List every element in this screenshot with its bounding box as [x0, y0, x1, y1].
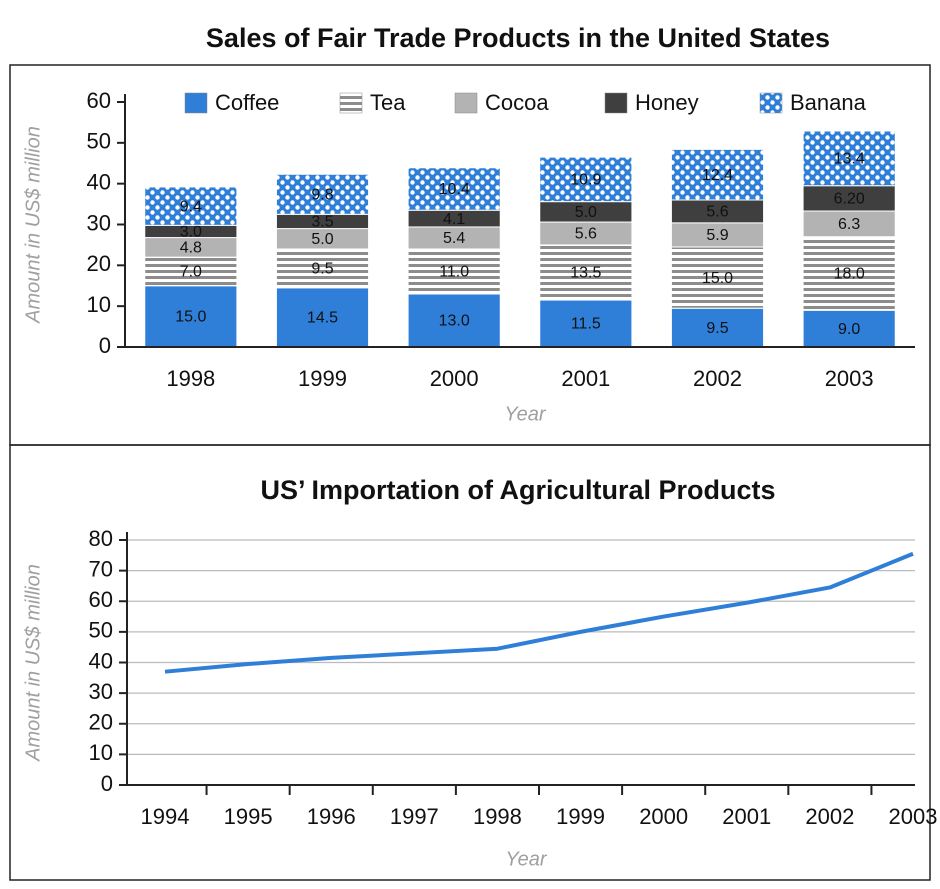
data-label: 9.5: [311, 261, 333, 278]
bar-segment: [275, 173, 370, 215]
legend-label: Banana: [790, 90, 867, 115]
data-line: [164, 551, 914, 674]
y-tick-label: 60: [87, 88, 111, 113]
y-tick-label: 0: [99, 333, 111, 358]
legend-swatch: [339, 92, 363, 114]
y-tick-label: 10: [89, 740, 113, 765]
y-axis-label: Amount in US$ million: [22, 126, 44, 324]
x-tick-label: 2000: [639, 804, 688, 829]
data-label: 5.6: [706, 204, 728, 221]
x-tick-label: 2001: [722, 804, 771, 829]
data-label: 4.1: [443, 211, 465, 228]
x-tick-label: 1998: [473, 804, 522, 829]
y-tick-label: 40: [89, 648, 113, 673]
bar-segment: [407, 248, 501, 295]
bar-segment: [670, 148, 765, 201]
x-tick-label: 1995: [224, 804, 273, 829]
bar-segment: [802, 130, 896, 187]
y-tick-label: 70: [89, 556, 113, 581]
legend-swatch: [759, 92, 783, 114]
legend-label: Honey: [635, 90, 699, 115]
data-label: 15.0: [175, 309, 206, 326]
legend-label: Tea: [370, 90, 406, 115]
x-axis-label: Year: [504, 403, 546, 425]
bar-segment: [802, 236, 896, 311]
x-tick-label: 2003: [825, 366, 874, 391]
legend-swatch: [184, 92, 208, 114]
y-tick-label: 60: [89, 587, 113, 612]
y-tick-label: 80: [89, 526, 113, 551]
y-tick-label: 10: [87, 292, 111, 317]
bar-segment: [144, 186, 238, 226]
bar-segment: [539, 244, 633, 301]
y-tick-label: 20: [87, 251, 111, 276]
x-tick-label: 1999: [556, 804, 605, 829]
bar-segment: [802, 185, 896, 212]
data-label: 9.0: [838, 321, 860, 338]
x-tick-label: 1997: [390, 804, 439, 829]
data-label: 6.3: [838, 216, 860, 233]
y-tick-label: 30: [87, 210, 111, 235]
data-label: 4.8: [180, 240, 202, 257]
legend-label: Coffee: [215, 90, 279, 115]
data-label: 9.8: [311, 187, 333, 204]
y-tick-label: 0: [101, 771, 113, 796]
data-label: 13.5: [570, 265, 601, 282]
legend-swatch: [454, 92, 478, 114]
y-tick-label: 40: [87, 169, 111, 194]
bar-segment: [144, 256, 238, 287]
x-tick-label: 1999: [298, 366, 347, 391]
chart-title: Sales of Fair Trade Products in the Unit…: [206, 23, 830, 53]
data-label: 11.0: [439, 264, 469, 281]
y-tick-label: 50: [87, 129, 111, 154]
x-axis-label: Year: [505, 848, 547, 870]
data-label: 5.9: [706, 227, 728, 244]
data-label: 5.0: [311, 231, 333, 248]
data-label: 18.0: [834, 266, 865, 283]
y-tick-label: 50: [89, 618, 113, 643]
x-tick-label: 1998: [166, 366, 215, 391]
panel-frame: [9, 444, 931, 881]
data-label: 3.0: [180, 224, 202, 241]
data-label: 15.0: [702, 270, 733, 287]
data-label: 10.9: [570, 172, 601, 189]
y-tick-label: 20: [89, 710, 113, 735]
data-label: 13.4: [834, 151, 865, 168]
y-axis-label: Amount in US$ million: [22, 564, 44, 762]
data-label: 9.5: [706, 320, 728, 337]
x-tick-label: 2000: [430, 366, 479, 391]
chart-title: US’ Importation of Agricultural Products: [260, 475, 775, 505]
y-tick-label: 30: [89, 679, 113, 704]
bar-segment: [144, 285, 238, 348]
data-label: 14.5: [307, 310, 338, 327]
bar-segment: [407, 293, 501, 348]
bar-segment: [539, 299, 633, 348]
bar-segment: [539, 156, 633, 203]
bar-segment: [670, 222, 765, 248]
x-tick-label: 2002: [805, 804, 854, 829]
data-label: 3.5: [311, 214, 333, 231]
legend-swatch: [604, 92, 628, 114]
bar-segment: [407, 167, 501, 211]
data-label: 7.0: [180, 264, 202, 281]
data-label: 5.0: [575, 204, 597, 221]
data-label: 5.6: [575, 226, 597, 243]
data-label: 9.4: [180, 198, 202, 215]
x-tick-label: 1994: [141, 804, 190, 829]
data-label: 13.0: [439, 313, 470, 330]
data-label: 11.5: [571, 316, 601, 333]
x-tick-label: 2002: [693, 366, 742, 391]
data-label: 12.4: [702, 167, 733, 184]
legend-label: Cocoa: [485, 90, 549, 115]
x-tick-label: 2001: [561, 366, 610, 391]
data-label: 5.4: [443, 230, 465, 247]
x-tick-label: 2003: [889, 804, 938, 829]
x-tick-label: 1996: [307, 804, 356, 829]
data-label: 6.20: [834, 191, 865, 208]
bar-segment: [670, 307, 765, 348]
data-label: 10.4: [439, 181, 470, 198]
